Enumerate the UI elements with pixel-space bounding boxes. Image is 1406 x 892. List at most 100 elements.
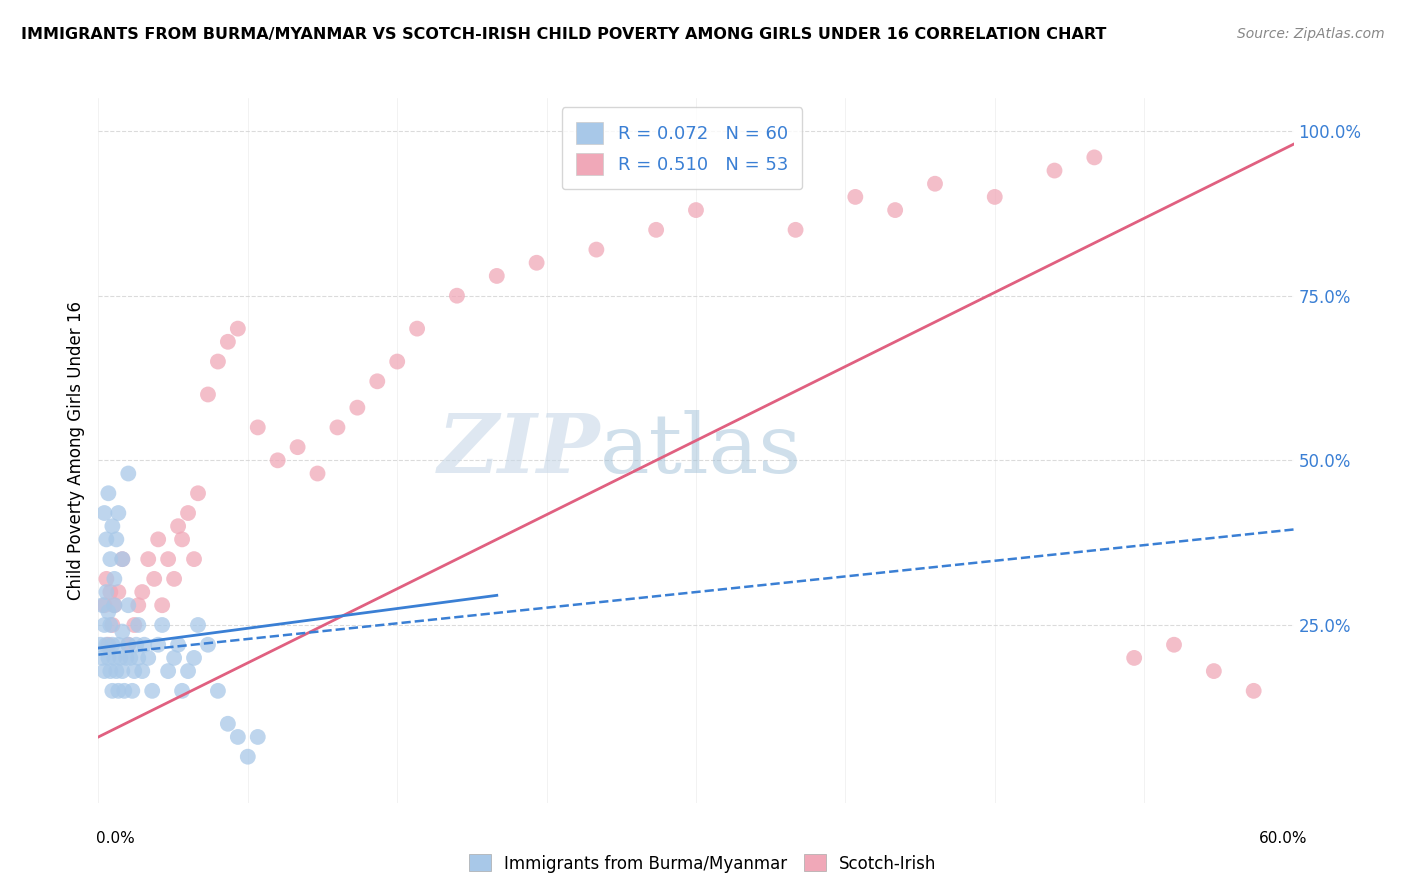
Point [785, 223, 807, 237]
Point [134, 638, 156, 652]
Point [98, 664, 122, 678]
Point [125, 638, 148, 652]
Point [96, 638, 118, 652]
Point [924, 177, 946, 191]
Point [1243, 683, 1265, 698]
Text: ZIP: ZIP [437, 410, 600, 491]
Point [207, 354, 229, 368]
Point [326, 420, 349, 434]
Point [127, 599, 149, 613]
Point [97, 605, 120, 619]
Point [107, 638, 129, 652]
Point [187, 618, 209, 632]
Point [143, 572, 166, 586]
Point [124, 618, 146, 632]
Point [197, 387, 219, 401]
Point [246, 420, 269, 434]
Text: IMMIGRANTS FROM BURMA/MYANMAR VS SCOTCH-IRISH CHILD POVERTY AMONG GIRLS UNDER 16: IMMIGRANTS FROM BURMA/MYANMAR VS SCOTCH-… [21, 27, 1107, 42]
Point [287, 440, 309, 454]
Point [844, 190, 866, 204]
Text: atlas: atlas [600, 410, 803, 491]
Point [112, 683, 135, 698]
Point [117, 638, 139, 652]
Point [226, 730, 249, 744]
Text: Source: ZipAtlas.com: Source: ZipAtlas.com [1237, 27, 1385, 41]
Point [127, 618, 149, 632]
Point [217, 334, 239, 349]
Point [103, 572, 125, 586]
Point [93, 664, 115, 678]
Point [167, 519, 190, 533]
Point [117, 638, 139, 652]
Point [111, 624, 134, 639]
Point [96, 533, 118, 547]
Point [177, 506, 200, 520]
Point [236, 749, 259, 764]
Point [366, 374, 388, 388]
Point [217, 716, 239, 731]
Point [107, 683, 129, 698]
Y-axis label: Child Poverty Among Girls Under 16: Child Poverty Among Girls Under 16 [66, 301, 84, 600]
Point [157, 552, 180, 566]
Legend: R = 0.072   N = 60, R = 0.510   N = 53: R = 0.072 N = 60, R = 0.510 N = 53 [561, 107, 803, 189]
Point [1202, 664, 1225, 678]
Point [148, 533, 170, 547]
Point [172, 533, 194, 547]
Text: 60.0%: 60.0% [1260, 831, 1308, 846]
Point [163, 572, 186, 586]
Point [98, 618, 122, 632]
Point [96, 572, 118, 586]
Point [226, 321, 249, 335]
Point [177, 664, 200, 678]
Point [110, 651, 132, 665]
Point [267, 453, 290, 467]
Point [97, 651, 120, 665]
Point [120, 651, 142, 665]
Point [1163, 638, 1185, 652]
Point [105, 664, 128, 678]
Point [307, 467, 329, 481]
Point [1083, 150, 1105, 164]
Point [117, 467, 139, 481]
Point [187, 486, 209, 500]
Point [136, 552, 159, 566]
Point [89, 638, 111, 652]
Point [91, 599, 114, 613]
Point [136, 651, 159, 665]
Point [101, 519, 124, 533]
Point [446, 288, 468, 302]
Point [167, 638, 190, 652]
Point [105, 533, 128, 547]
Point [101, 683, 124, 698]
Text: 0.0%: 0.0% [96, 831, 135, 846]
Point [526, 256, 548, 270]
Point [246, 730, 269, 744]
Point [98, 585, 122, 599]
Point [148, 638, 170, 652]
Point [150, 618, 173, 632]
Point [97, 486, 120, 500]
Point [111, 664, 134, 678]
Point [172, 683, 194, 698]
Point [97, 638, 120, 652]
Point [96, 585, 118, 599]
Point [93, 599, 115, 613]
Point [406, 321, 429, 335]
Point [197, 638, 219, 652]
Point [150, 599, 173, 613]
Point [485, 268, 508, 283]
Point [93, 506, 115, 520]
Point [183, 552, 205, 566]
Point [111, 552, 134, 566]
Point [131, 664, 153, 678]
Point [115, 651, 138, 665]
Point [346, 401, 368, 415]
Point [107, 585, 129, 599]
Point [101, 638, 124, 652]
Point [183, 651, 205, 665]
Point [103, 651, 125, 665]
Point [141, 683, 163, 698]
Point [207, 683, 229, 698]
Point [685, 203, 707, 218]
Point [107, 506, 129, 520]
